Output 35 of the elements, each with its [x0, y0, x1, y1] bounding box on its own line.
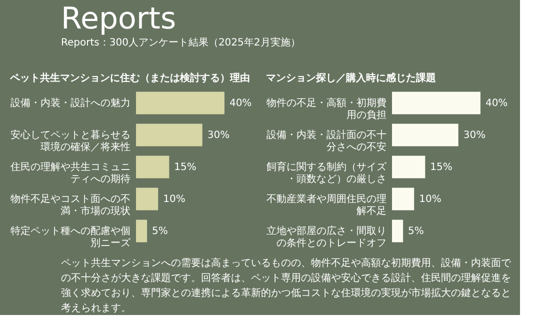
bar	[392, 92, 480, 114]
y-tick-label: 立地や部屋の広さ・間取りの条件とのトレードオフ	[266, 225, 386, 249]
text: Reports	[61, 2, 176, 36]
bar	[136, 156, 170, 178]
y-tick-label: 住民の理解や共生コミュニティへの期待	[10, 161, 130, 185]
data-label: 5%	[152, 226, 168, 237]
data-label: 15%	[174, 162, 196, 173]
y-tick-label: 特定ペット種への配慮や個別ニーズ	[10, 225, 132, 249]
bar	[392, 156, 426, 178]
data-label: 40%	[229, 98, 252, 109]
bar	[136, 188, 158, 210]
data-label: 5%	[408, 226, 424, 237]
y-tick-label: 安心してペットと暮らせる環境の確保／将来性	[10, 129, 130, 153]
y-tick-label: 飼育に関する制約（サイズ・頭数など）の厳しさ	[266, 161, 388, 185]
text: ペット共生マンションへの需要は高まっているものの、物件不足や高額な初期費用、設備・内装面での不十分さが大きな課題です。回答者は、ペット専用の設備や安心できる設計、住民間の理解促進を強く求めており、専門家との連携による革新的かつ低コストな住環境の実現が市場拡大の鍵となると考えられます。	[61, 257, 512, 314]
y-tick-label: 設備・内装・設計面の不十分さへの不安	[266, 129, 386, 153]
data-label: 10%	[163, 194, 186, 205]
data-label: 10%	[419, 194, 442, 205]
bar	[136, 124, 202, 146]
chart-title: マンション探し／購入時に感じた課題	[266, 72, 436, 84]
bar	[392, 220, 404, 242]
y-tick-label: 設備・内装・設計への魅力	[10, 97, 130, 109]
data-label: 40%	[485, 98, 508, 109]
data-label: 30%	[207, 130, 230, 141]
y-tick-label: 物件不足やコスト面への不満・市場の現状	[10, 194, 130, 217]
chart-title: ペット共生マンションに住む（または検討する）理由	[9, 72, 250, 84]
bar	[392, 124, 458, 146]
bar	[136, 92, 224, 114]
y-tick-label: 不動産業者や周囲住民の理解不足	[266, 193, 386, 217]
data-label: 30%	[463, 130, 486, 141]
bar	[392, 188, 414, 210]
bar	[136, 220, 148, 242]
y-tick-label: 物件の不足・高額・初期費用の負担	[266, 97, 386, 121]
text: Reports：300人アンケート結果（2025年2月実施）	[61, 36, 300, 48]
data-label: 15%	[430, 162, 452, 173]
